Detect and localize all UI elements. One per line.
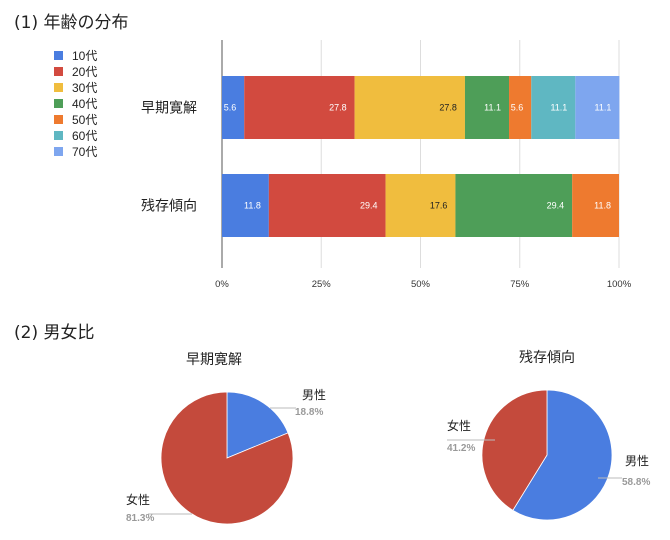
pie-slice [512,389,613,521]
bar-data-label: 5.6 [224,103,237,113]
bar-data-label: 17.6 [430,201,448,211]
bar-segment [575,76,620,139]
bar-segment [244,76,355,139]
pie-title: 早期寛解 [186,351,242,368]
pie-slice [160,391,294,525]
legend-swatch [54,115,63,124]
bar-segment [464,76,510,139]
bar-data-label: 11.8 [244,201,261,211]
legend-label: 20代 [72,65,97,79]
pie-slice-percent: 41.2% [447,443,475,454]
bar-data-label: 27.8 [329,103,347,113]
legend-label: 30代 [72,81,97,95]
legend-label: 10代 [72,49,97,63]
bar-segment [354,76,465,139]
legend-label: 60代 [72,129,97,143]
pie-slice-percent: 18.8% [295,407,323,418]
bar-data-label: 11.1 [550,103,567,113]
legend-swatch [54,67,63,76]
bar-data-label: 27.8 [439,103,457,113]
bar-segment [385,174,456,237]
gender-section-title: (2) 男女比 [14,323,95,343]
legend-label: 70代 [72,145,97,159]
bar-data-label: 11.1 [484,103,501,113]
legend-swatch [54,131,63,140]
legend-swatch [54,99,63,108]
legend-swatch [54,83,63,92]
pie-slice-percent: 81.3% [126,513,154,524]
bar-segment [222,76,245,139]
bar-segment [222,174,269,237]
x-tick-label: 0% [215,279,229,290]
pie-slice-label: 女性 [126,492,150,507]
bar-segment [572,174,619,237]
legend-swatch [54,147,63,156]
pie-slice-label: 男性 [625,454,649,468]
bar-data-label: 29.4 [360,201,378,211]
pie-slice [226,391,289,459]
pie-title: 残存傾向 [519,350,575,366]
bar-data-label: 11.1 [595,103,612,113]
pie-slice-label: 女性 [447,418,471,433]
legend-swatch [54,51,63,60]
bar-segment [268,174,386,237]
pie-slice-percent: 58.8% [622,477,650,488]
pie-slice-label: 男性 [302,388,326,402]
pie-slice [481,389,548,511]
category-label: 早期寛解 [141,100,197,117]
bar-segment [531,76,576,139]
x-tick-label: 75% [510,279,530,290]
x-tick-label: 25% [312,279,332,290]
x-tick-label: 100% [607,279,632,290]
x-tick-label: 50% [411,279,431,290]
bar-data-label: 5.6 [511,103,524,113]
age-section-title: (1) 年齢の分布 [14,13,129,33]
category-label: 残存傾向 [141,199,197,215]
bar-data-label: 29.4 [547,201,565,211]
legend-label: 50代 [72,113,97,127]
bar-segment [455,174,573,237]
bar-data-label: 11.8 [594,201,611,211]
bar-segment [509,76,532,139]
legend-label: 40代 [72,97,97,111]
